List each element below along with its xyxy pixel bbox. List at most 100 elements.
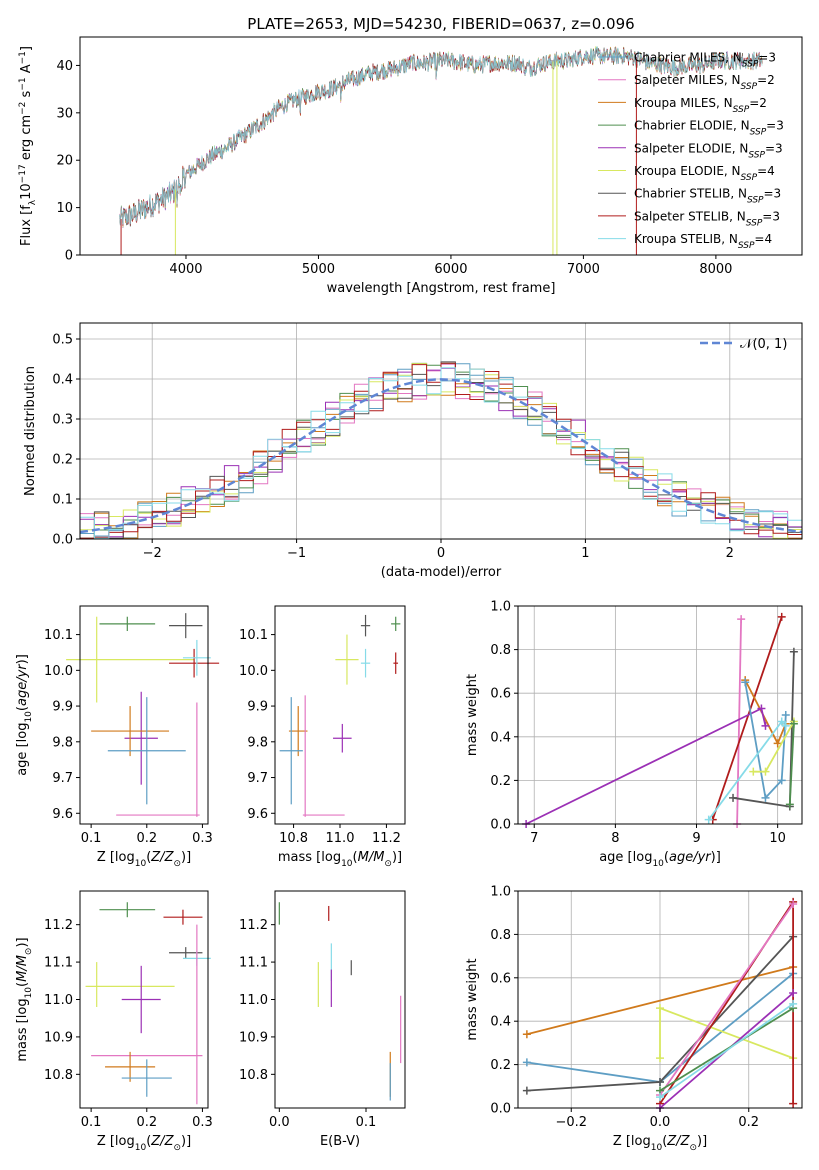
y-tick-label: 30 — [56, 106, 73, 121]
y-tick-label: 11.1 — [44, 956, 73, 971]
label-part: Z/Z — [150, 850, 174, 865]
histogram-k_stelib — [80, 367, 802, 539]
y-tick-label: 10 — [56, 201, 73, 216]
legend-entry: Salpeter ELODIE, NSSP=3 — [634, 141, 783, 160]
y-tick-label: 0 — [65, 249, 73, 264]
x-tick-label: 11.2 — [372, 831, 401, 846]
label-part: −1 — [18, 77, 28, 90]
errorbar-c_miles — [121, 1059, 172, 1097]
x-tick-label: 0.2 — [136, 831, 157, 846]
label-part: SSP — [748, 150, 765, 160]
plot-area-mass_vs_Z — [85, 902, 211, 1105]
errorbar-c_elodie — [391, 616, 401, 632]
label-part: =4 — [754, 232, 772, 246]
label-part: 10 — [24, 711, 34, 723]
x-axis-label: Z [log10(Z/Z⊙)] — [97, 1134, 191, 1153]
label-part: Kroupa MILES, N — [634, 96, 733, 110]
axes-mass_vs_Z: 0.1 0.2 0.310.810.911.011.111.2Z [log10(Z/… — [15, 890, 213, 1153]
label-part: Z [log — [97, 850, 135, 865]
label-part: Chabrier ELODIE, N — [634, 119, 750, 133]
y-tick-label: 9.9 — [247, 700, 268, 715]
label-part: )] — [697, 1134, 707, 1149]
x-axis-label: E(B-V) — [320, 1134, 360, 1149]
x-tick-label: 0.3 — [192, 1115, 213, 1130]
weight-line-k_miles — [526, 966, 794, 1036]
weight-marker — [522, 1058, 531, 1067]
x-tick-label: 0.1 — [81, 831, 102, 846]
errorbar-c_miles — [107, 697, 186, 805]
x-tick-label: −0.2 — [555, 1115, 587, 1130]
weight-line-s_miles — [659, 903, 794, 1096]
errorbar-k_stelib — [182, 639, 211, 676]
axes-spectrum: 4000 5000 6000 7000 8000 0 10 20 30 40 wavelength … — [18, 36, 803, 296]
errorbar-s_elodie — [121, 965, 161, 1034]
weight-marker — [789, 647, 798, 656]
weight-line-s_miles — [736, 619, 742, 825]
x-tick-label: 0.0 — [269, 1115, 290, 1130]
x-tick-label: 0.1 — [81, 1115, 102, 1130]
y-tick-label: 0.8 — [490, 928, 511, 943]
errorbar-s_stelib — [393, 652, 399, 674]
errorbar-k_miles — [105, 1051, 156, 1082]
errorbar-c_elodie — [99, 616, 156, 632]
y-tick-label: 0.2 — [490, 774, 511, 789]
y-tick-label: 11.1 — [239, 956, 268, 971]
label-part: SSP — [750, 128, 767, 138]
x-tick-label: 0 — [437, 546, 445, 561]
label-part: =3 — [758, 51, 776, 65]
weight-line-s_stelib — [711, 616, 783, 820]
errorbar-k_stelib — [360, 648, 371, 678]
label-part: age/yr — [669, 850, 712, 865]
y-tick-label: 9.6 — [52, 807, 73, 822]
normal-legend: 𝒩(0, 1) — [700, 337, 787, 352]
axes-frame — [517, 605, 803, 825]
label-part: ( — [662, 1134, 667, 1149]
figure-title: PLATE=2653, MJD=54230, FIBERID=0637, z=0… — [247, 15, 634, 33]
x-tick-label: 4000 — [169, 262, 202, 277]
weight-marker — [773, 739, 782, 748]
y-tick-label: 20 — [56, 154, 73, 169]
y-tick-label: 40 — [56, 59, 73, 74]
label-part: mass [log — [278, 850, 341, 865]
label-part: s — [19, 90, 34, 101]
axes-frame — [79, 36, 803, 256]
label-part: =2 — [749, 96, 767, 110]
label-part: Salpeter MILES, N — [634, 73, 741, 87]
label-part: =3 — [766, 119, 784, 133]
weight-marker — [789, 900, 798, 909]
y-tick-label: 0.6 — [490, 971, 511, 986]
label-part: )] — [392, 850, 402, 865]
y-axis-label: Normed distribution — [23, 366, 38, 496]
plot-area-age_vs_Z — [66, 613, 220, 817]
plot-area-mass_vs_ebv — [278, 902, 402, 1101]
label-part: Salpeter STELIB, N — [634, 209, 746, 223]
y-tick-label: 11.0 — [239, 993, 268, 1008]
legend-entry: Salpeter STELIB, NSSP=3 — [634, 209, 780, 228]
label-part: =3 — [762, 209, 780, 223]
legend-entry: Chabrier STELIB, NSSP=3 — [634, 187, 781, 206]
label-part: ⊙ — [689, 1143, 697, 1153]
label-part: Z/Z — [666, 1134, 690, 1149]
label-part: A — [19, 64, 34, 77]
axes-frame — [79, 890, 209, 1109]
x-axis-label: Z [log10(Z/Z⊙)] — [613, 1134, 707, 1153]
weight-marker — [656, 1004, 664, 1013]
label-part: )] — [181, 850, 191, 865]
y-axis-label: mass [log10(M/M⊙)] — [15, 937, 34, 1061]
plot-area-weight_vs_age — [522, 612, 798, 828]
label-part: ⊙ — [173, 1143, 181, 1153]
weight-line-k_miles — [744, 679, 787, 746]
errorbar-c_stelib — [169, 613, 203, 639]
y-tick-label: 10.9 — [44, 1030, 73, 1045]
weight-marker — [785, 800, 794, 809]
label-part: erg cm — [19, 115, 34, 164]
x-tick-label: 1 — [581, 546, 589, 561]
label-part: ( — [353, 850, 358, 865]
errorbar-k_miles — [288, 706, 308, 757]
label-part: ⊙ — [24, 948, 34, 956]
weight-line-c_miles — [744, 682, 787, 800]
y-tick-label: 11.2 — [239, 918, 268, 933]
weight-marker — [781, 721, 790, 730]
errorbar-k_elodie — [335, 634, 359, 685]
weight-marker — [737, 615, 746, 624]
